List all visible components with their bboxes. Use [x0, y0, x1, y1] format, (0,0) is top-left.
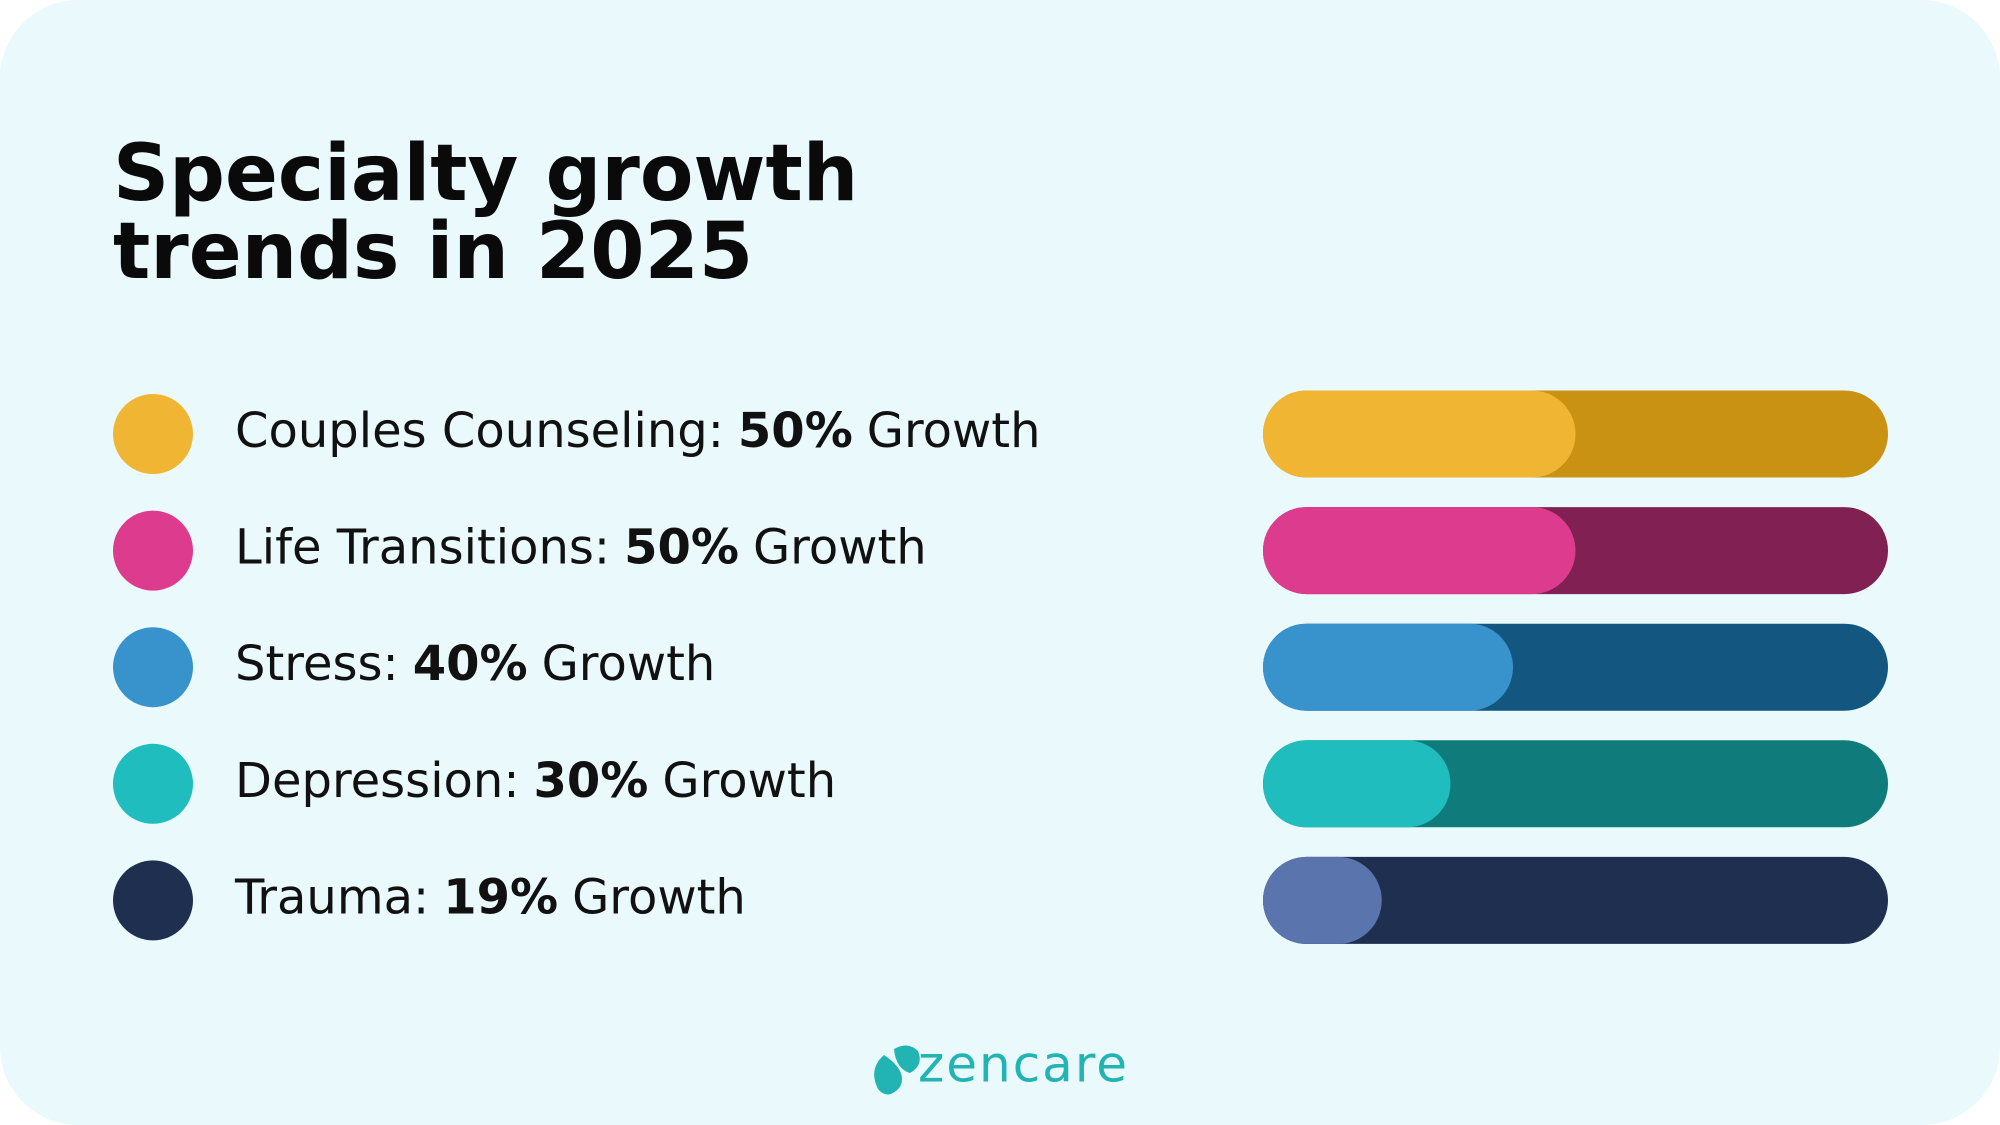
row-label: Life Transitions: 50% Growth	[235, 520, 927, 576]
row-label: Trauma: 19% Growth	[234, 869, 746, 925]
value-label: 19%	[443, 869, 558, 925]
value-label: 40%	[413, 636, 528, 692]
category-label: Depression:	[235, 753, 519, 809]
value-label: 30%	[533, 753, 648, 809]
value-suffix: Growth	[867, 403, 1041, 459]
bar	[1263, 507, 1576, 595]
legend-marker	[113, 627, 193, 708]
bar-track	[1263, 856, 1888, 944]
bar	[1263, 390, 1576, 478]
category-label: Trauma:	[234, 869, 429, 925]
legend-marker	[113, 394, 193, 474]
value-label: 50%	[624, 520, 739, 576]
bar	[1263, 623, 1513, 711]
brand-logo: zencare	[874, 1036, 1129, 1095]
chart-title: trends in 2025	[113, 207, 753, 297]
bar	[1263, 856, 1382, 944]
legend-marker	[113, 510, 193, 591]
legend-marker	[113, 860, 193, 941]
logo-leaf	[894, 1045, 920, 1073]
value-suffix: Growth	[662, 753, 836, 809]
value-suffix: Growth	[542, 636, 716, 692]
value-label: 50%	[738, 403, 853, 459]
legend-marker	[113, 743, 193, 824]
row-label: Stress: 40% Growth	[235, 636, 715, 692]
row-label: Couples Counseling: 50% Growth	[235, 403, 1041, 459]
value-suffix: Growth	[572, 869, 746, 925]
category-label: Stress:	[235, 636, 399, 692]
row-label: Depression: 30% Growth	[235, 753, 836, 809]
value-suffix: Growth	[753, 520, 927, 576]
bar	[1263, 740, 1451, 828]
category-label: Life Transitions:	[235, 520, 610, 576]
brand-name: zencare	[918, 1036, 1129, 1094]
category-label: Couples Counseling:	[235, 403, 724, 459]
logo-leaf	[874, 1055, 902, 1095]
chart-title: Specialty growth	[113, 129, 858, 219]
